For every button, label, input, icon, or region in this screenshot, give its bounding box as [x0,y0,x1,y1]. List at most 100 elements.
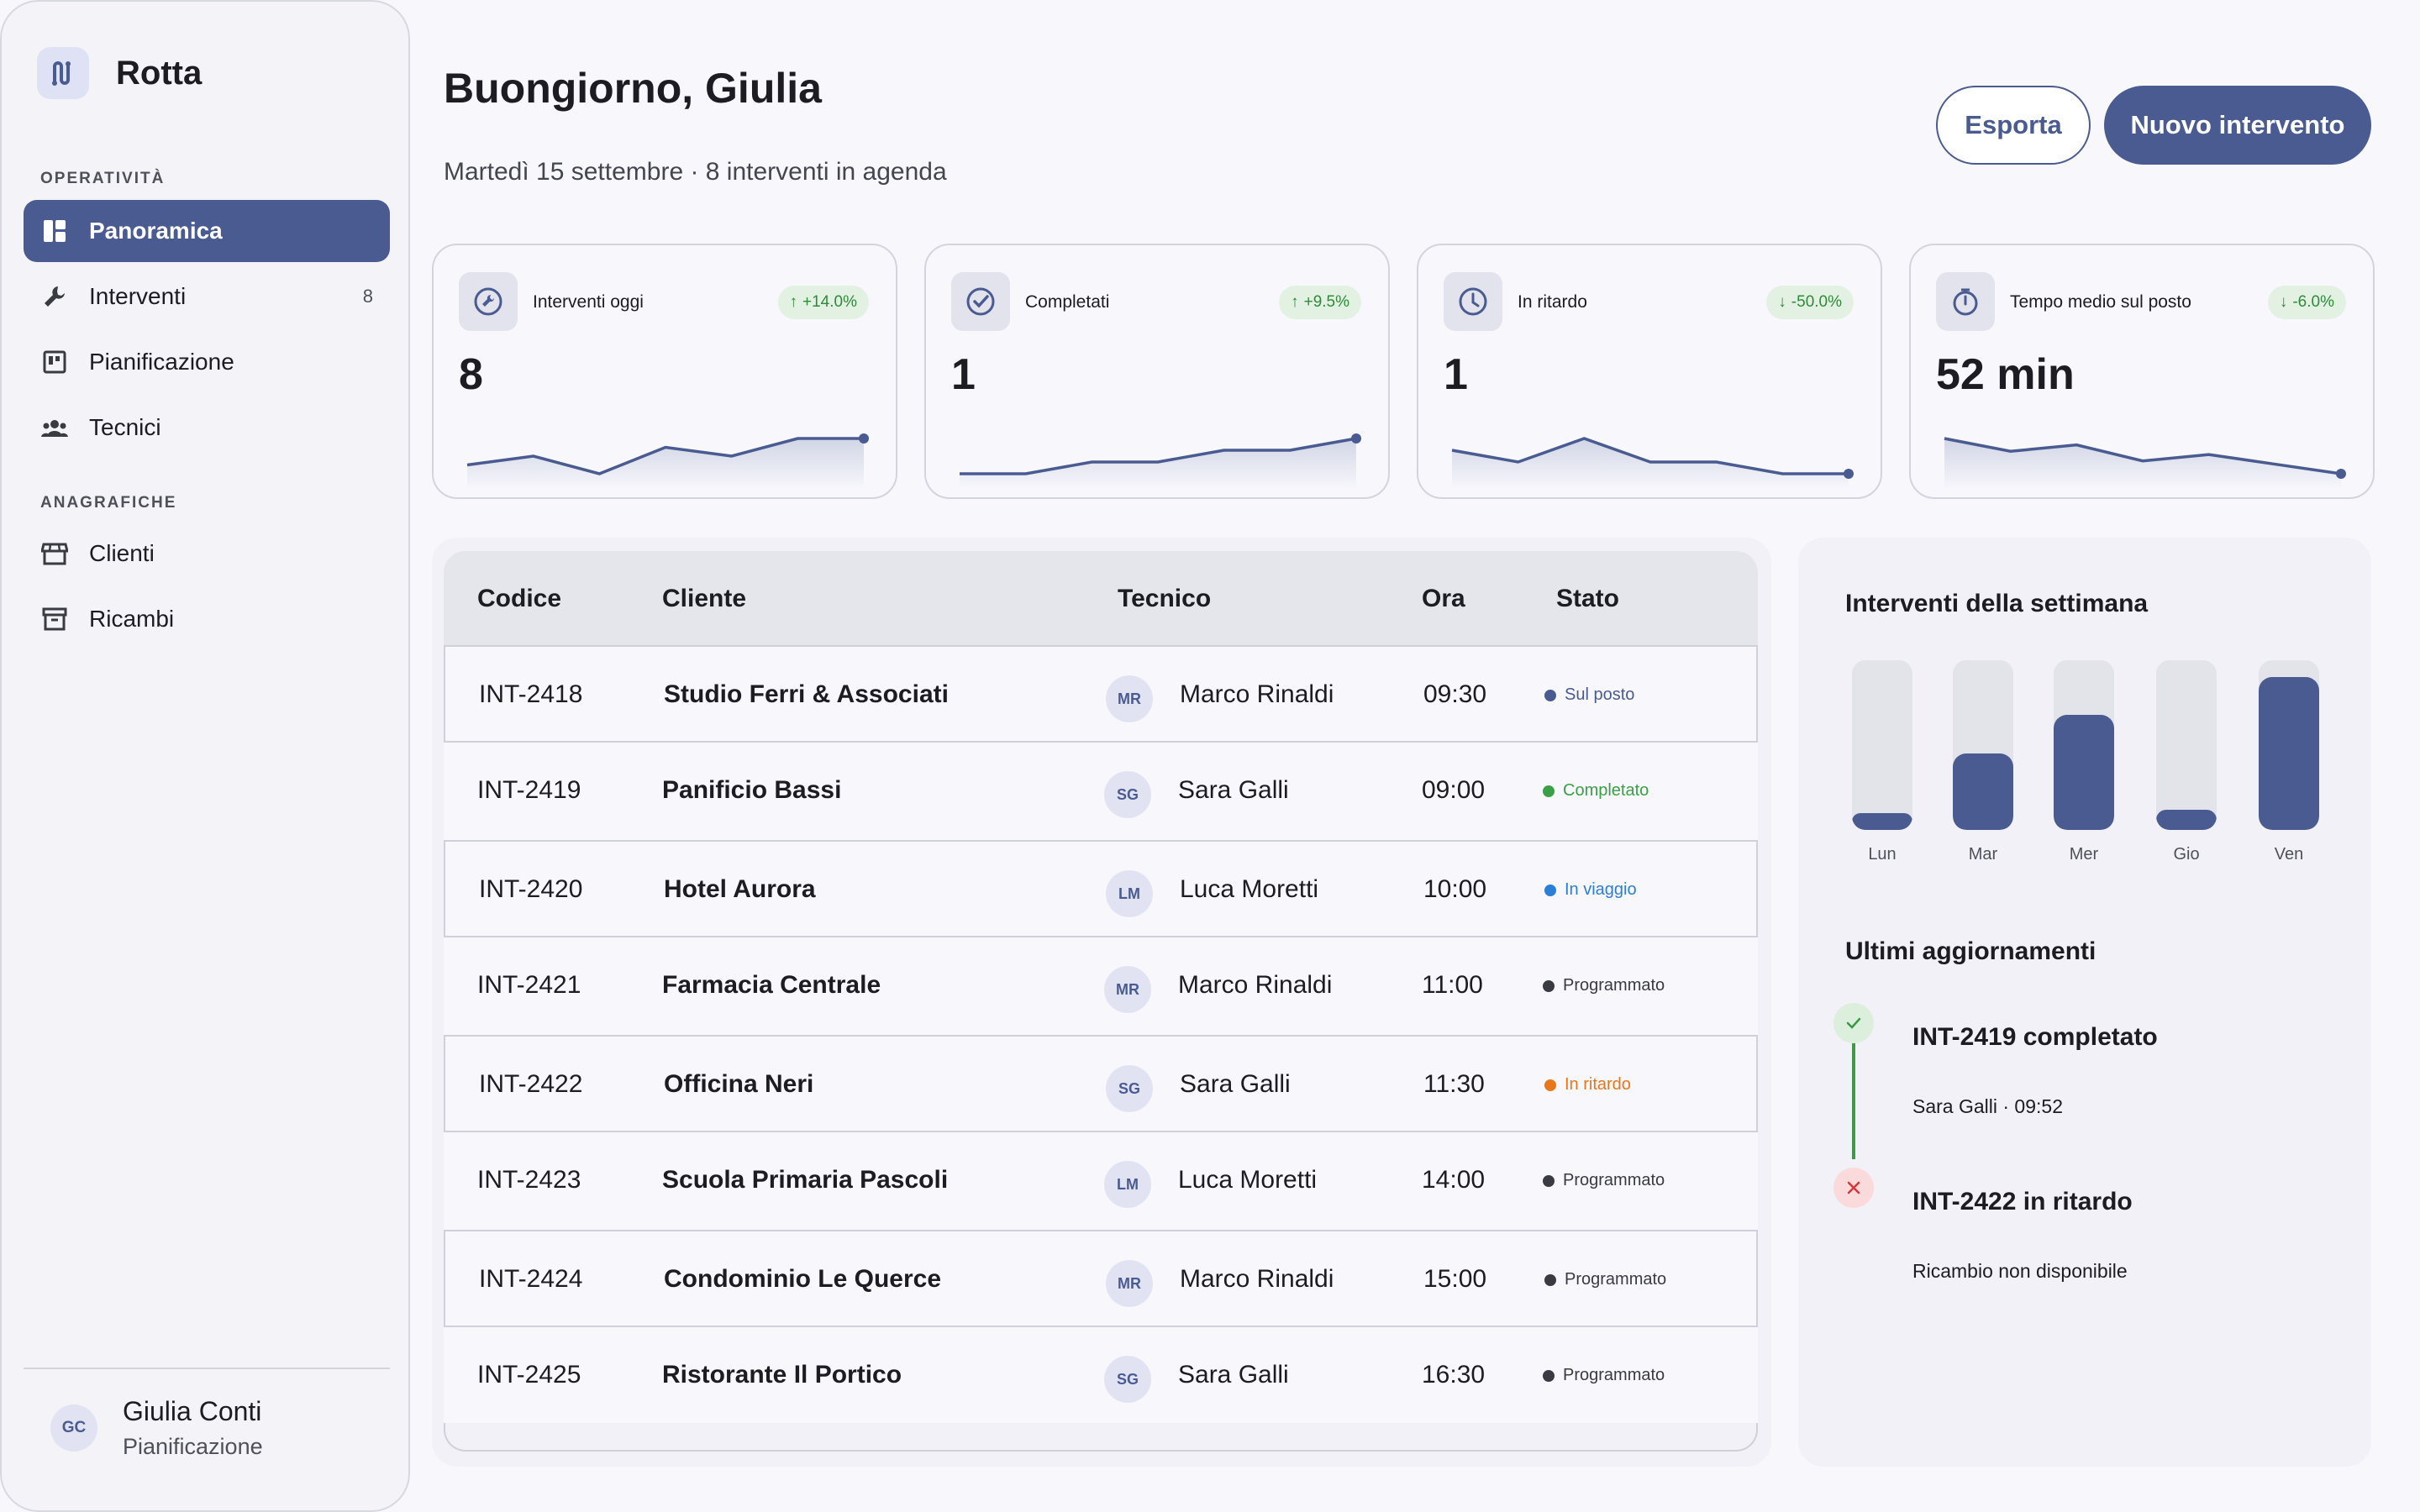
table-header: Codice Cliente Tecnico Ora Stato [444,551,1758,645]
sparkline-end-point [1351,433,1361,444]
table-footer [444,1423,1758,1452]
status-badge: Sul posto [1544,685,1634,705]
table-row[interactable]: INT-2420 Hotel Aurora LM Luca Moretti 10… [444,840,1758,937]
user-profile[interactable]: GC Giulia Conti Pianificazione [50,1396,263,1460]
table-row[interactable]: INT-2425 Ristorante Il Portico SG Sara G… [444,1327,1758,1425]
status-label: Programmato [1563,1366,1665,1384]
column-header-stato[interactable]: Stato [1556,585,1619,612]
row-code: INT-2420 [479,875,583,903]
status-badge: Programmato [1543,976,1665,995]
row-technician: Marco Rinaldi [1178,971,1333,999]
update-title[interactable]: INT-2422 in ritardo [1912,1188,2133,1215]
row-time: 16:30 [1422,1361,1486,1389]
sidebar-item-tecnici[interactable]: Tecnici [24,396,390,459]
kpi-label: In ritardo [1518,292,1587,312]
page-title: Buongiorno, Giulia [444,65,822,112]
sidebar-item-panoramica[interactable]: Panoramica [24,200,390,262]
timeline-line [1852,1040,1855,1159]
avatar: SG [1106,1065,1153,1112]
row-time: 14:00 [1422,1166,1486,1194]
status-badge: Programmato [1543,1366,1665,1385]
row-client: Panificio Bassi [662,776,842,804]
user-name: Giulia Conti [123,1396,262,1426]
sparkline-area [960,438,1356,489]
sidebar-item-label: Pianificazione [89,349,234,375]
row-technician: Marco Rinaldi [1180,1265,1334,1293]
status-dot [1544,884,1556,896]
row-time: 11:30 [1423,1070,1485,1098]
kpi-delta-value: -6.0% [2292,293,2334,311]
table-row[interactable]: INT-2421 Farmacia Centrale MR Marco Rina… [444,937,1758,1035]
update-title[interactable]: INT-2419 completato [1912,1023,2158,1051]
sidebar-item-interventi[interactable]: Interventi 8 [24,265,390,328]
avatar: MR [1106,1260,1153,1307]
week-bar [2156,660,2217,830]
column-header-cliente[interactable]: Cliente [662,585,747,612]
row-client: Condominio Le Querce [664,1265,942,1293]
week-bar [1852,660,1912,830]
week-bar-fill [2054,714,2114,830]
column-header-tecnico[interactable]: Tecnico [1118,585,1212,612]
sparkline-end-point [2336,469,2346,479]
kpi-value: 1 [1444,350,1468,399]
status-label: Programmato [1563,976,1665,995]
status-dot [1543,1369,1555,1382]
row-time: 11:00 [1422,971,1483,999]
nav-section-operativita: OPERATIVITÀ [40,170,166,187]
avatar: SG [1104,771,1151,818]
week-bar-label: Mer [2069,845,2099,864]
export-button[interactable]: Esporta [1936,86,2091,165]
new-intervention-button[interactable]: Nuovo intervento [2104,86,2371,165]
status-label: Sul posto [1565,685,1635,704]
sidebar-item-label: Panoramica [89,218,223,244]
sidebar-item-clienti[interactable]: Clienti [24,522,390,585]
brand[interactable]: Rotta [37,47,202,99]
sparkline-area [1452,438,1849,489]
kpi-delta-value: +14.0% [802,293,857,311]
table-row[interactable]: INT-2423 Scuola Primaria Pascoli LM Luca… [444,1132,1758,1230]
table-row[interactable]: INT-2418 Studio Ferri & Associati MR Mar… [444,645,1758,743]
week-bar-fill [1953,753,2013,830]
close-icon [1833,1168,1874,1208]
kpi-value: 8 [459,350,483,399]
row-client: Scuola Primaria Pascoli [662,1166,949,1194]
sidebar-item-pianificazione[interactable]: Pianificazione [24,331,390,393]
row-time: 15:00 [1423,1265,1487,1293]
table-row[interactable]: INT-2424 Condominio Le Querce MR Marco R… [444,1230,1758,1327]
avatar: LM [1106,870,1153,917]
row-technician: Luca Moretti [1178,1166,1318,1194]
table-row[interactable]: INT-2419 Panificio Bassi SG Sara Galli 0… [444,743,1758,840]
table-row[interactable]: INT-2422 Officina Neri SG Sara Galli 11:… [444,1035,1758,1132]
kpi-card-completati: Completati ↑ +9.5% 1 [924,244,1390,499]
column-header-ora[interactable]: Ora [1422,585,1465,612]
row-technician: Sara Galli [1180,1070,1291,1098]
status-badge: In ritardo [1544,1075,1631,1095]
sparkline-end-point [859,433,869,444]
status-badge: Programmato [1544,1270,1666,1289]
update-subtitle: Ricambio non disponibile [1912,1260,2128,1282]
column-header-codice[interactable]: Codice [477,585,562,612]
kpi-delta-badge: ↓ -6.0% [2267,286,2346,319]
row-client: Hotel Aurora [664,875,816,903]
sparkline-line [960,437,1357,475]
row-code: INT-2418 [479,680,583,708]
status-dot [1544,689,1556,701]
row-technician: Luca Moretti [1180,875,1319,903]
user-role: Pianificazione [123,1434,263,1459]
row-time: 10:00 [1423,875,1487,903]
storefront-icon [40,539,69,568]
sidebar-item-ricambi[interactable]: Ricambi [24,588,390,650]
sparkline-chart [466,433,869,489]
check-icon [1833,1003,1874,1043]
week-bar-fill [1852,812,1912,830]
wrench-circle-icon [459,272,518,331]
status-dot [1543,979,1555,992]
sparkline-area [1944,438,2341,489]
sidebar-item-label: Interventi [89,283,187,309]
week-bar-fill [2156,809,2217,830]
arrow-down-icon: ↓ [2279,293,2288,311]
sidebar-item-label: Clienti [89,540,155,566]
kpi-delta-value: +9.5% [1303,293,1349,311]
week-bar-label: Gio [2173,845,2200,864]
avatar: GC [50,1404,97,1452]
